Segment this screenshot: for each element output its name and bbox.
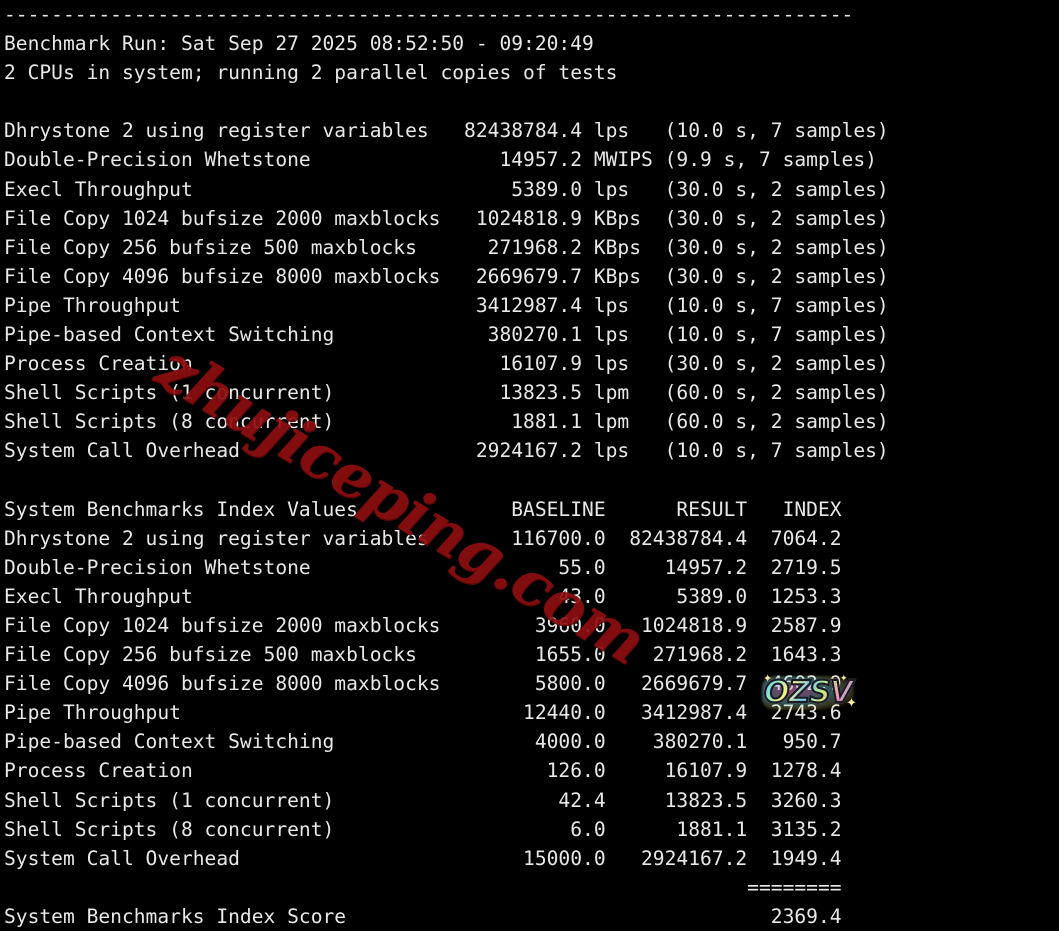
result-row: Double-Precision Whetstone 14957.2 MWIPS… — [4, 148, 877, 172]
result-row: System Call Overhead 2924167.2 lps (10.0… — [4, 439, 889, 463]
index-table-row: Shell Scripts (8 concurrent) 6.0 1881.1 … — [4, 817, 842, 841]
result-row: Process Creation 16107.9 lps (30.0 s, 2 … — [4, 352, 889, 376]
result-row: Pipe-based Context Switching 380270.1 lp… — [4, 323, 889, 347]
result-row: File Copy 4096 bufsize 8000 maxblocks 26… — [4, 264, 889, 288]
index-table-row: Double-Precision Whetstone 55.0 14957.2 … — [4, 555, 842, 579]
result-row: Execl Throughput 5389.0 lps (30.0 s, 2 s… — [4, 177, 889, 201]
blank-line — [0, 466, 1059, 495]
index-table-row: Pipe-based Context Switching 4000.0 3802… — [4, 730, 842, 754]
index-table-row: Pipe Throughput 12440.0 3412987.4 2743.6 — [4, 701, 842, 725]
index-table-row: Process Creation 126.0 16107.9 1278.4 — [4, 759, 842, 783]
index-table-row: File Copy 256 bufsize 500 maxblocks 1655… — [4, 643, 842, 667]
index-table-row: File Copy 1024 bufsize 2000 maxblocks 39… — [4, 613, 842, 637]
index-table-row: Dhrystone 2 using register variables 116… — [4, 526, 842, 550]
score-separator-rule: ======== — [4, 875, 842, 899]
blank-line — [0, 87, 1059, 116]
cpu-info-line: 2 CPUs in system; running 2 parallel cop… — [4, 61, 618, 85]
index-table-row: Execl Throughput 43.0 5389.0 1253.3 — [4, 584, 842, 608]
index-table-row: File Copy 4096 bufsize 8000 maxblocks 58… — [4, 672, 842, 696]
index-table-row: Shell Scripts (1 concurrent) 42.4 13823.… — [4, 788, 842, 812]
result-row: Shell Scripts (1 concurrent) 13823.5 lpm… — [4, 381, 889, 405]
result-row: File Copy 1024 bufsize 2000 maxblocks 10… — [4, 206, 889, 230]
benchmark-run-header: Benchmark Run: Sat Sep 27 2025 08:52:50 … — [4, 32, 594, 56]
result-row: Dhrystone 2 using register variables 824… — [4, 119, 889, 143]
index-table-row: System Call Overhead 15000.0 2924167.2 1… — [4, 846, 842, 870]
index-table-header: System Benchmarks Index Values BASELINE … — [4, 497, 842, 521]
index-score-row: System Benchmarks Index Score 2369.4 — [4, 904, 842, 928]
result-row: Pipe Throughput 3412987.4 lps (10.0 s, 7… — [4, 293, 889, 317]
result-row: File Copy 256 bufsize 500 maxblocks 2719… — [4, 235, 889, 259]
separator-rule-top: ----------------------------------------… — [4, 3, 854, 26]
result-row: Shell Scripts (8 concurrent) 1881.1 lpm … — [4, 410, 889, 434]
